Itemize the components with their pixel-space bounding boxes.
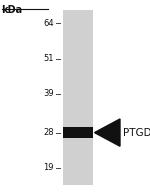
- Text: 64: 64: [43, 19, 54, 28]
- Text: 51: 51: [44, 54, 54, 63]
- Text: 39: 39: [43, 89, 54, 98]
- Bar: [63, 127, 93, 138]
- Text: 28: 28: [43, 128, 54, 137]
- Text: PTGDS: PTGDS: [123, 128, 150, 138]
- Bar: [63, 10, 93, 185]
- Polygon shape: [94, 119, 120, 146]
- Text: kDa: kDa: [2, 5, 23, 15]
- Text: 19: 19: [44, 163, 54, 172]
